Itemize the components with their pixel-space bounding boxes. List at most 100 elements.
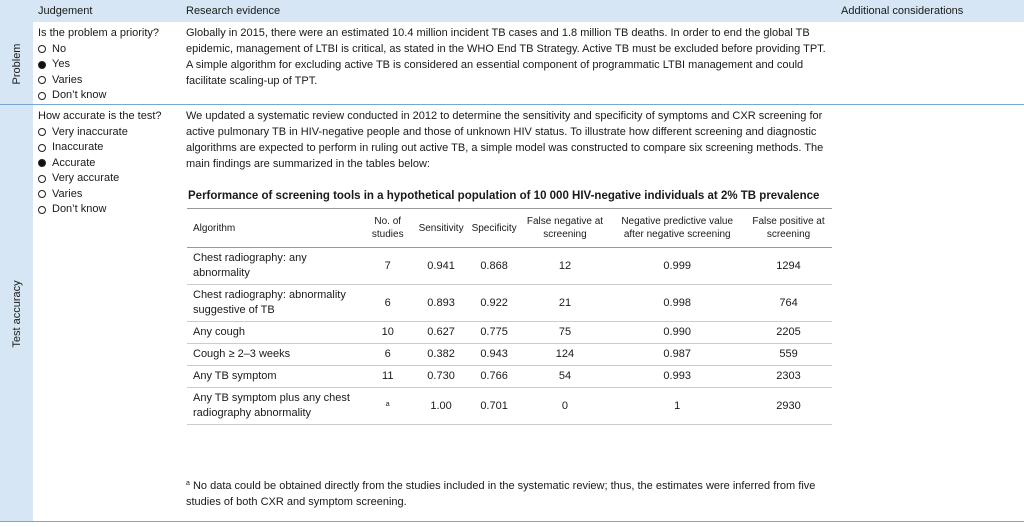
option: Yes bbox=[38, 57, 183, 73]
section-label: Test accuracy bbox=[10, 279, 23, 348]
table-cell: 764 bbox=[745, 284, 832, 322]
table-cell: 54 bbox=[520, 365, 610, 388]
table-cell: Chest radiography: abnormality suggestiv… bbox=[187, 284, 361, 322]
cell-text: Chest radiography: abnormality suggestiv… bbox=[193, 289, 346, 316]
cell-text: 0.990 bbox=[663, 326, 691, 338]
table-cell: 0.922 bbox=[467, 284, 521, 322]
cell-text: 0.893 bbox=[427, 296, 455, 309]
table-row: Chest radiography: abnormality suggestiv… bbox=[187, 284, 832, 322]
option: Varies bbox=[38, 73, 183, 89]
table-cell: 2930 bbox=[745, 387, 832, 425]
column-header: Algorithm bbox=[187, 208, 361, 248]
question: How accurate is the test? bbox=[38, 110, 162, 122]
evidence: We updated a systematic review conducted… bbox=[186, 110, 824, 170]
table-cell: 0.627 bbox=[414, 321, 468, 344]
header-additional: Additional considerations bbox=[841, 5, 964, 17]
table-row: Any TB symptom plus any chest radiograph… bbox=[187, 387, 832, 425]
cell-text: 0.993 bbox=[663, 370, 691, 382]
table-cell: 559 bbox=[745, 343, 832, 366]
radio bbox=[38, 174, 46, 183]
option-label: Varies bbox=[52, 73, 83, 86]
cell-text: 124 bbox=[555, 348, 575, 360]
option: Inaccurate bbox=[38, 140, 183, 156]
option-label: No bbox=[52, 42, 67, 55]
cell-text: 1294 bbox=[776, 259, 801, 272]
footnote-ref: a bbox=[385, 401, 390, 408]
table-cell: 0.382 bbox=[414, 343, 468, 366]
table-cell: 1.00 bbox=[414, 387, 468, 425]
table-cell: 0.943 bbox=[467, 343, 521, 366]
option-label: Don’t know bbox=[52, 203, 107, 215]
column-header: False negative at screening bbox=[520, 208, 610, 248]
table-header: Algorithm No. of studies Sensitivity Specif… bbox=[187, 208, 832, 248]
section-side: Test accuracy bbox=[0, 105, 33, 522]
section-label: Problem bbox=[10, 43, 23, 84]
table-cell: 124 bbox=[520, 343, 610, 366]
cell-text: 0.730 bbox=[427, 370, 455, 382]
evidence: Globally in 2015, there were an estimate… bbox=[186, 27, 826, 87]
option-label: Varies bbox=[52, 187, 83, 200]
cell-text: 0 bbox=[561, 399, 569, 412]
cell-text: 6 bbox=[384, 348, 391, 360]
option: Don’t know bbox=[38, 88, 183, 104]
cell-text: 11 bbox=[382, 370, 394, 382]
table-cell: 6 bbox=[360, 343, 415, 366]
cell-text: 0.922 bbox=[480, 296, 508, 309]
cell-text: 2930 bbox=[776, 399, 801, 412]
question-block: Is the problem a priority? No Yes Varies Do… bbox=[38, 26, 183, 104]
option: Accurate bbox=[38, 156, 183, 172]
cell-text: Chest radiography: any abnormality bbox=[193, 252, 307, 279]
table-cell: 21 bbox=[520, 284, 610, 322]
table-title: Performance of screening tools in a hypo… bbox=[188, 190, 820, 202]
table-cell: 75 bbox=[520, 321, 610, 344]
cell-text: 0.701 bbox=[480, 399, 508, 412]
cell-text: 10 bbox=[381, 326, 394, 338]
cell-text: 2303 bbox=[776, 370, 801, 382]
cell-text: 2205 bbox=[776, 326, 801, 338]
cell-text: 0.998 bbox=[663, 296, 691, 309]
table-cell: 1294 bbox=[745, 247, 832, 285]
option-label: Don’t know bbox=[52, 89, 107, 101]
table-cell: 11 bbox=[360, 365, 415, 388]
question: Is the problem a priority? bbox=[38, 27, 160, 39]
footnote-text: No data could be obtained directly from … bbox=[186, 480, 816, 508]
cell-text: Any TB symptom plus any chest radiograph… bbox=[193, 392, 350, 419]
radio bbox=[38, 143, 46, 152]
results-table: Algorithm No. of studies Sensitivity Specif… bbox=[187, 208, 832, 425]
option-label: Accurate bbox=[52, 156, 96, 169]
radio bbox=[38, 91, 46, 100]
cell-text: Any cough bbox=[193, 326, 245, 338]
column-header: Sensitivity bbox=[414, 208, 468, 248]
option-label: Inaccurate bbox=[52, 141, 104, 153]
radio-selected bbox=[38, 159, 46, 168]
table-cell: 12 bbox=[520, 247, 610, 285]
cell-text: Any TB symptom bbox=[193, 370, 277, 382]
table-cell: 0.701 bbox=[467, 387, 521, 425]
option: Very accurate bbox=[38, 171, 183, 187]
radio bbox=[38, 76, 46, 85]
table-cell: 2205 bbox=[745, 321, 832, 344]
radio bbox=[38, 45, 46, 54]
table-cell: Any TB symptom bbox=[187, 365, 361, 388]
cell-text: 0.627 bbox=[427, 326, 455, 338]
table-cell: Cough ≥ 2–3 weeks bbox=[187, 343, 361, 366]
footnote: a No data could be obtained directly fro… bbox=[186, 476, 831, 510]
option: No bbox=[38, 42, 183, 58]
table-row: Any cough 10 0.627 0.775 75 0.990 2205 bbox=[187, 321, 832, 344]
cell-text: 0.987 bbox=[663, 348, 691, 360]
column-header: Specificity bbox=[467, 208, 521, 248]
separator bbox=[0, 521, 1024, 522]
table-row: Any TB symptom 11 0.730 0.766 54 0.993 2303 bbox=[187, 365, 832, 388]
table-cell: Any cough bbox=[187, 321, 361, 344]
cell-text: 0.868 bbox=[480, 259, 508, 272]
header-evidence: Research evidence bbox=[186, 5, 281, 17]
column-header: False positive at screening bbox=[745, 208, 832, 248]
option-label: Yes bbox=[52, 58, 70, 70]
option-label: Very inaccurate bbox=[52, 125, 128, 138]
table-cell: 7 bbox=[360, 247, 415, 285]
column-header: No. of studies bbox=[360, 208, 415, 248]
cell-text: Cough ≥ 2–3 weeks bbox=[193, 348, 291, 360]
cell-text: 75 bbox=[558, 326, 572, 338]
table-cell: Any TB symptom plus any chest radiograph… bbox=[187, 387, 361, 425]
